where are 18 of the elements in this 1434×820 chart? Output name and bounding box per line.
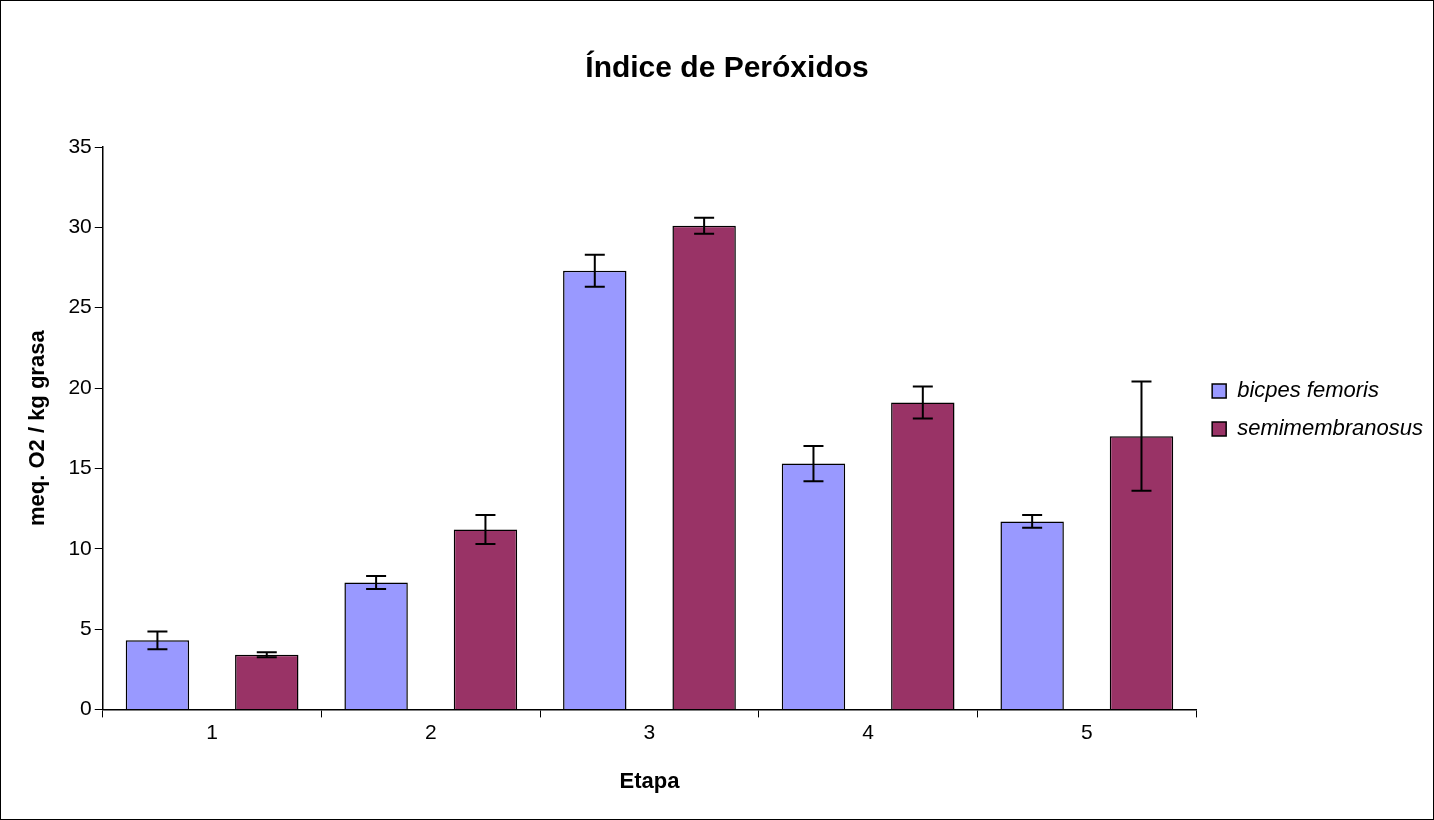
y-tick-label: 5 <box>80 615 92 639</box>
x-axis-title: Etapa <box>619 767 681 793</box>
chart-title: Índice de Peróxidos <box>585 50 869 84</box>
y-tick-label: 10 <box>68 535 92 559</box>
x-tick-label: 4 <box>862 719 875 743</box>
y-tick-label: 0 <box>80 696 92 720</box>
y-tick-label: 35 <box>68 133 92 157</box>
x-tick-label: 3 <box>643 719 656 743</box>
legend-label: bicpes femoris <box>1237 377 1379 403</box>
y-tick-label: 25 <box>68 294 92 318</box>
y-axis-title: meq. O2 / kg grasa <box>24 329 50 527</box>
x-tick-label: 5 <box>1080 719 1093 743</box>
x-tick-label: 2 <box>424 719 437 743</box>
legend-label: semimembranosus <box>1237 415 1423 441</box>
y-tick-label: 30 <box>68 214 92 238</box>
x-tick-label: 1 <box>206 719 218 743</box>
y-tick-label: 20 <box>68 374 92 398</box>
y-tick-label: 15 <box>68 455 92 479</box>
